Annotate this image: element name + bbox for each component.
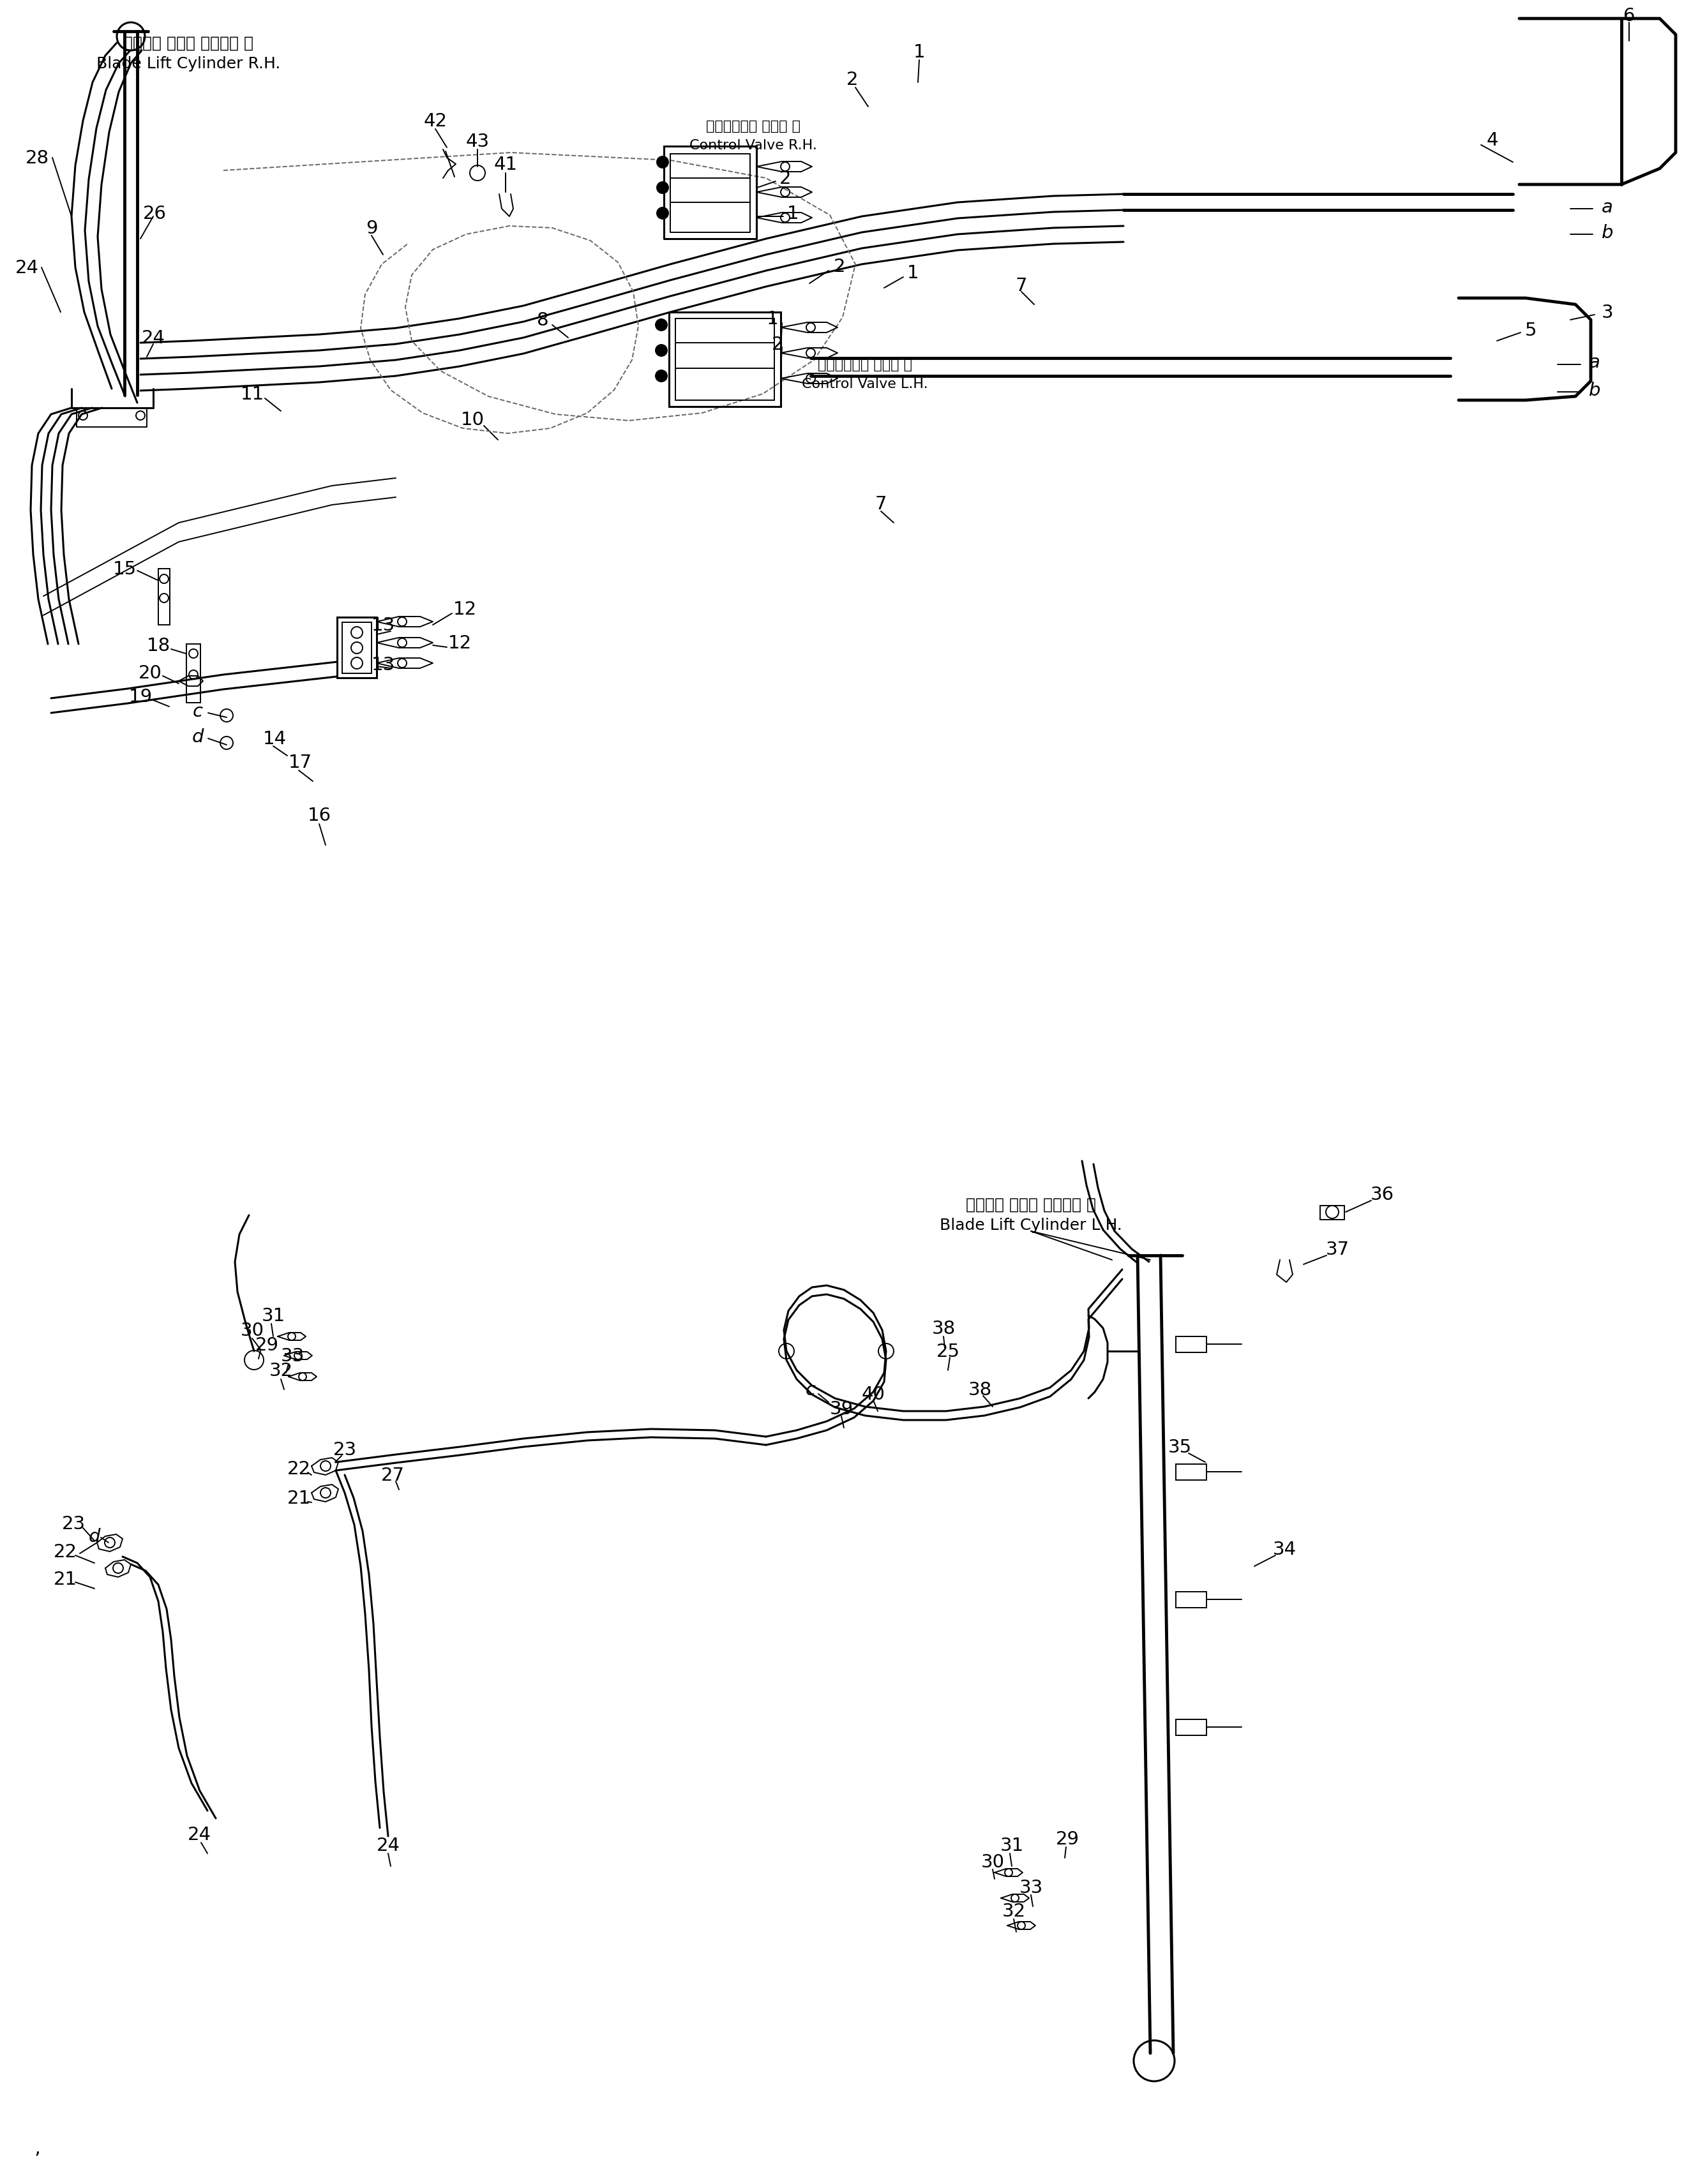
Bar [1175, 1463, 1206, 1481]
Text: 21: 21 [52, 1570, 78, 1588]
Text: 24: 24 [142, 330, 166, 347]
Bar [1175, 1592, 1206, 1607]
Text: 28: 28 [25, 149, 49, 168]
Text: 1: 1 [766, 310, 778, 328]
Text: b: b [1590, 382, 1600, 400]
Text: 13: 13 [370, 655, 396, 675]
Text: ’: ’ [34, 2151, 41, 2169]
Text: 18: 18 [147, 638, 171, 655]
Text: 2: 2 [846, 70, 857, 90]
Text: 16: 16 [308, 806, 331, 823]
Text: 33: 33 [1020, 1878, 1043, 1896]
Text: 25: 25 [937, 1343, 960, 1361]
Text: 26: 26 [142, 205, 166, 223]
Text: 1: 1 [913, 44, 925, 61]
Text: 23: 23 [333, 1441, 357, 1459]
Text: 37: 37 [1326, 1241, 1349, 1258]
Text: 33: 33 [281, 1348, 304, 1365]
Text: 4: 4 [1486, 131, 1498, 149]
Text: 32: 32 [269, 1361, 293, 1380]
Bar [675, 319, 774, 400]
Text: b: b [1601, 225, 1613, 242]
Text: 20: 20 [139, 664, 162, 681]
Text: 17: 17 [287, 753, 311, 771]
Text: 12: 12 [448, 633, 472, 653]
Text: 38: 38 [967, 1380, 991, 1398]
Bar [1175, 1719, 1206, 1736]
Text: c: c [193, 703, 203, 721]
Text: 43: 43 [465, 133, 489, 151]
Circle shape [656, 345, 666, 356]
Bar [186, 644, 201, 703]
Circle shape [656, 207, 668, 218]
Text: 13: 13 [370, 616, 396, 633]
Text: 1: 1 [786, 205, 798, 223]
Text: 36: 36 [1370, 1186, 1393, 1203]
Text: 22: 22 [287, 1459, 311, 1479]
Text: 19: 19 [129, 688, 152, 705]
Text: 2: 2 [771, 336, 783, 354]
Text: 27: 27 [380, 1465, 404, 1485]
Text: 30: 30 [240, 1321, 264, 1339]
Text: 38: 38 [932, 1319, 955, 1337]
Text: 42: 42 [423, 111, 446, 131]
Text: 14: 14 [262, 729, 286, 747]
Text: 23: 23 [61, 1516, 85, 1533]
Text: 12: 12 [453, 601, 477, 618]
Text: 32: 32 [1001, 1902, 1025, 1920]
Text: 15: 15 [113, 561, 137, 579]
Text: 30: 30 [981, 1852, 1004, 1872]
Text: 11: 11 [240, 384, 264, 404]
Text: コントロール バルブ 左: コントロール バルブ 左 [818, 358, 911, 371]
Bar [1175, 1337, 1206, 1352]
Text: 21: 21 [287, 1489, 311, 1507]
Bar [670, 312, 781, 406]
Text: 24: 24 [15, 260, 39, 277]
Text: 41: 41 [494, 155, 517, 173]
Bar [159, 570, 169, 625]
Text: 5: 5 [1525, 321, 1537, 339]
Circle shape [656, 371, 666, 382]
Text: 29: 29 [255, 1337, 279, 1354]
Circle shape [656, 319, 666, 332]
Text: Blade Lift Cylinder L.H.: Blade Lift Cylinder L.H. [940, 1216, 1123, 1232]
Text: ブレード リフト シリンダ 右: ブレード リフト シリンダ 右 [123, 35, 254, 50]
Text: 2: 2 [834, 258, 846, 275]
Text: 7: 7 [874, 496, 886, 513]
Text: Control Valve L.H.: Control Valve L.H. [802, 378, 928, 391]
Text: 40: 40 [861, 1385, 884, 1402]
Text: 2: 2 [780, 170, 791, 188]
Bar [1321, 1206, 1344, 1221]
Text: 34: 34 [1273, 1540, 1297, 1557]
Text: 31: 31 [262, 1306, 286, 1324]
Text: 22: 22 [54, 1542, 76, 1562]
Text: 24: 24 [188, 1826, 211, 1843]
Text: ブレード リフト シリンダ 左: ブレード リフト シリンダ 左 [966, 1197, 1096, 1212]
Text: 9: 9 [365, 218, 377, 238]
Text: コントロール バルブ 右: コントロール バルブ 右 [707, 120, 800, 133]
Text: a: a [1590, 354, 1600, 371]
Text: Control Valve R.H.: Control Valve R.H. [690, 140, 817, 153]
Text: d: d [88, 1527, 100, 1546]
Text: 1: 1 [906, 264, 918, 282]
Text: d: d [193, 727, 205, 747]
Circle shape [656, 183, 668, 194]
Text: Blade Lift Cylinder R.H.: Blade Lift Cylinder R.H. [96, 57, 281, 72]
Bar [337, 618, 377, 679]
Bar [342, 622, 372, 675]
Text: 35: 35 [1168, 1437, 1192, 1457]
Circle shape [656, 157, 668, 168]
Text: c: c [805, 1380, 815, 1398]
Text: 24: 24 [377, 1837, 401, 1854]
Text: 10: 10 [460, 411, 484, 428]
Text: 8: 8 [536, 312, 548, 330]
Text: 3: 3 [1601, 304, 1613, 321]
Text: 7: 7 [1016, 277, 1026, 295]
Text: 31: 31 [999, 1837, 1023, 1854]
Text: 6: 6 [1623, 7, 1635, 24]
Text: 39: 39 [830, 1400, 854, 1417]
Text: 29: 29 [1055, 1830, 1079, 1848]
Text: a: a [1601, 199, 1613, 216]
